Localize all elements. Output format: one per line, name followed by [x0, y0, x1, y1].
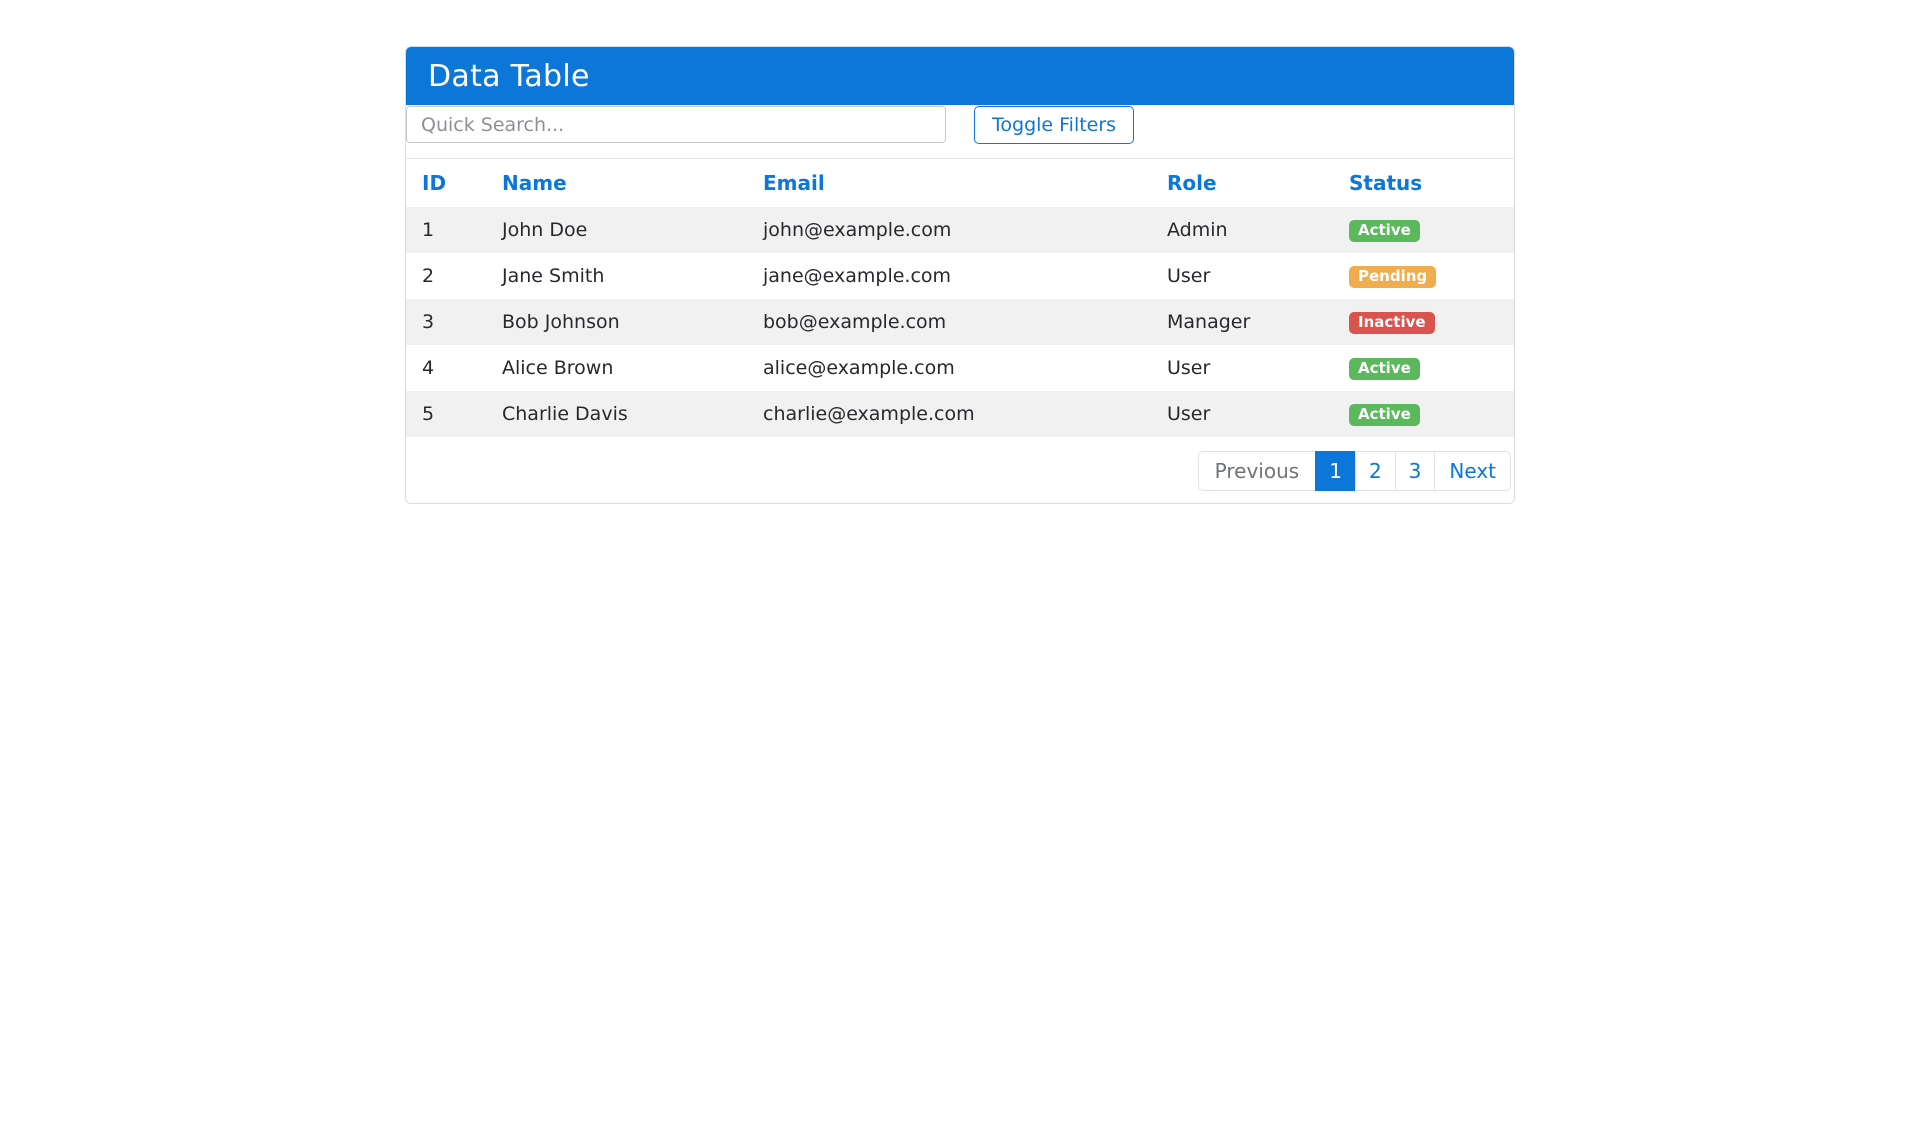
pagination-page-2[interactable]: 2	[1354, 451, 1396, 491]
pagination: Previous 1 2 3 Next	[1197, 451, 1511, 491]
data-table-card: Data Table Toggle Filters ID Name Email …	[405, 46, 1515, 504]
cell-role: User	[1167, 357, 1211, 379]
column-header-id[interactable]: ID	[406, 158, 486, 207]
cell-email: charlie@example.com	[763, 403, 975, 425]
column-header-status[interactable]: Status	[1333, 158, 1514, 207]
search-input[interactable]	[406, 106, 946, 143]
toolbar: Toggle Filters	[406, 105, 1514, 158]
status-badge: Pending	[1349, 266, 1437, 288]
table-row: 1 John Doe john@example.com Admin Active	[406, 207, 1514, 253]
cell-status: Inactive	[1333, 299, 1514, 345]
table-row: 2 Jane Smith jane@example.com User Pendi…	[406, 253, 1514, 299]
card-header: Data Table	[406, 47, 1514, 105]
column-header-name[interactable]: Name	[486, 158, 747, 207]
cell-email: john@example.com	[763, 219, 952, 241]
cell-status: Active	[1333, 345, 1514, 391]
cell-name: John Doe	[502, 219, 588, 241]
cell-status: Pending	[1333, 253, 1514, 299]
cell-email: alice@example.com	[763, 357, 955, 379]
cell-name: Alice Brown	[502, 357, 614, 379]
cell-role: Admin	[1167, 219, 1228, 241]
table-row: 3 Bob Johnson bob@example.com Manager In…	[406, 299, 1514, 345]
pagination-next[interactable]: Next	[1434, 451, 1511, 491]
status-badge: Inactive	[1349, 312, 1435, 334]
pagination-previous[interactable]: Previous	[1197, 451, 1317, 491]
cell-id: 1	[422, 219, 435, 241]
cell-name: Jane Smith	[502, 265, 605, 287]
status-badge: Active	[1349, 358, 1420, 380]
status-badge: Active	[1349, 220, 1420, 242]
cell-name: Bob Johnson	[502, 311, 620, 333]
table-row: 4 Alice Brown alice@example.com User Act…	[406, 345, 1514, 391]
pagination-page-3[interactable]: 3	[1394, 451, 1436, 491]
cell-id: 4	[422, 357, 435, 379]
cell-email: bob@example.com	[763, 311, 947, 333]
cell-role: User	[1167, 265, 1211, 287]
column-header-role[interactable]: Role	[1151, 158, 1333, 207]
table-row: 5 Charlie Davis charlie@example.com User…	[406, 391, 1514, 437]
pagination-page-1[interactable]: 1	[1315, 451, 1356, 491]
cell-id: 3	[422, 311, 435, 333]
table-header-row: ID Name Email Role Status	[406, 158, 1514, 207]
page-title: Data Table	[428, 58, 590, 94]
toggle-filters-button[interactable]: Toggle Filters	[974, 106, 1135, 144]
cell-name: Charlie Davis	[502, 403, 628, 425]
pagination-row: Previous 1 2 3 Next	[406, 437, 1514, 503]
cell-email: jane@example.com	[763, 265, 952, 287]
cell-id: 2	[422, 265, 435, 287]
column-header-email[interactable]: Email	[747, 158, 1151, 207]
cell-status: Active	[1333, 207, 1514, 253]
cell-role: Manager	[1167, 311, 1251, 333]
cell-role: User	[1167, 403, 1211, 425]
cell-status: Active	[1333, 391, 1514, 437]
status-badge: Active	[1349, 404, 1420, 426]
cell-id: 5	[422, 403, 435, 425]
data-table: ID Name Email Role Status 1 John Doe joh…	[406, 158, 1514, 437]
